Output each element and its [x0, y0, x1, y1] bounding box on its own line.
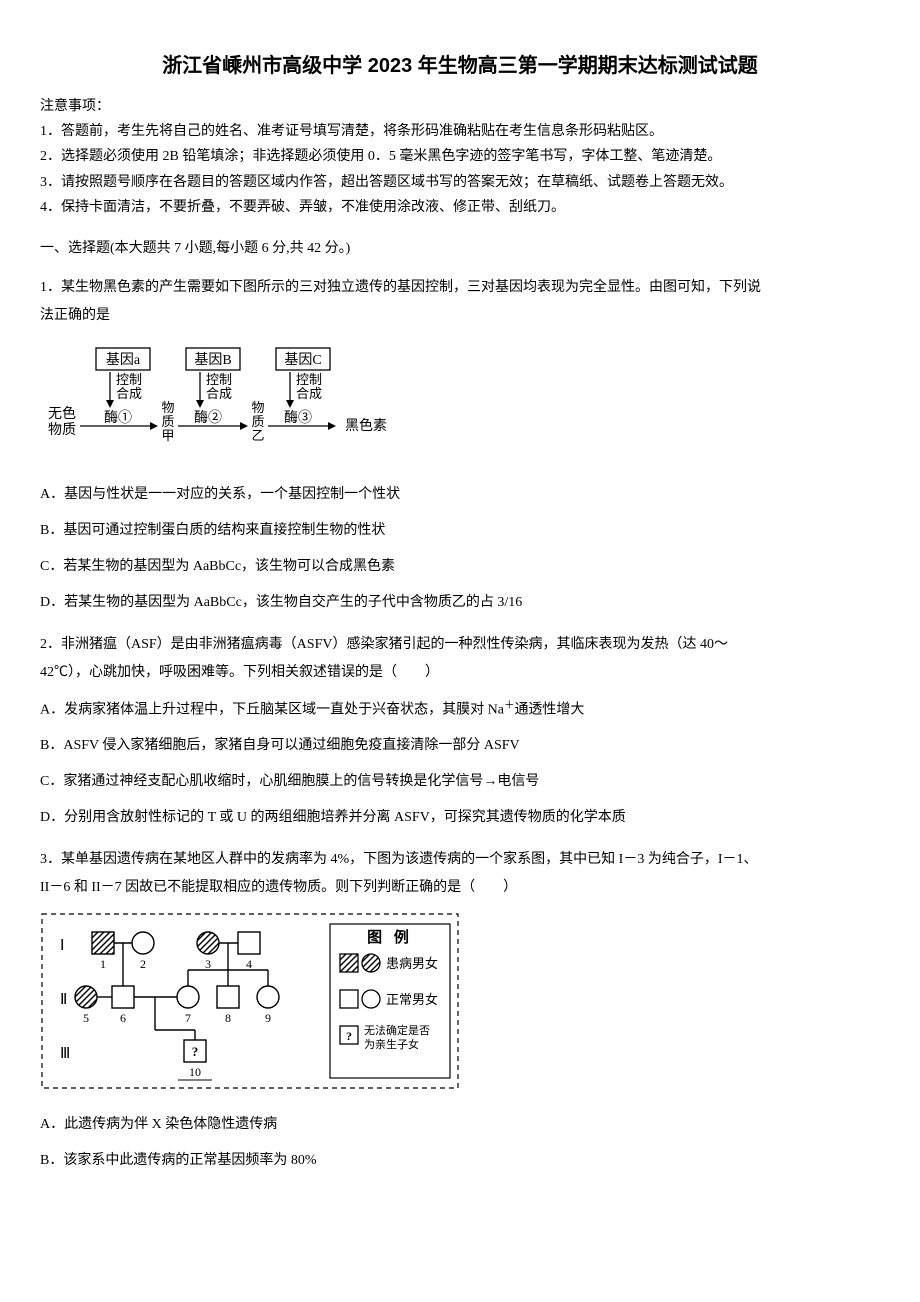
q2-stem-line: 42℃），心跳加快，呼吸困难等。下列相关叙述错误的是（ ）: [40, 665, 439, 680]
gen-label: Ⅲ: [60, 1046, 70, 1062]
ped-label: 2: [140, 957, 146, 971]
enzyme-label: 酶①: [104, 410, 132, 426]
instruction-line: 3．请按照题号顺序在各题目的答题区域内作答，超出答题区域书写的答案无效；在草稿纸…: [40, 170, 880, 195]
mid-label: 物: [161, 400, 174, 415]
ped-label: 9: [265, 1011, 271, 1025]
gene-c-label: 基因C: [284, 351, 321, 368]
q2-a-pre: A．发病家猪体温上升过程中，下丘脑某区域一直处于兴奋状态，其膜对 Na: [40, 702, 504, 717]
q3-stem-line: II－6 和 II－7 因故已不能提取相应的遗传物质。则下列判断正确的是（ ）: [40, 880, 517, 895]
mid-label: 物: [251, 400, 264, 415]
gen-label: Ⅱ: [60, 992, 67, 1008]
q3-pedigree: Ⅰ Ⅱ Ⅲ 1 2 3 4 5 6: [40, 912, 880, 1098]
instruction-line: 4．保持卡面清洁，不要折叠，不要弄破、弄皱，不准使用涂改液、修正带、刮纸刀。: [40, 195, 880, 220]
legend-qmark: ?: [346, 1029, 352, 1043]
ctrl-text: 控制: [116, 372, 142, 387]
ped-label: 10: [189, 1065, 201, 1079]
q3-option-a: A．此遗传病为伴 X 染色体隐性遗传病: [40, 1111, 880, 1139]
instruction-line: 2．选择题必须使用 2B 铅笔填涂；非选择题必须使用 0．5 毫米黑色字迹的签字…: [40, 144, 880, 169]
start-label: 无色: [48, 405, 76, 422]
mid-label: 质: [161, 414, 174, 429]
legend-title: 图 例: [367, 928, 413, 946]
result-label: 黑色素: [345, 417, 387, 434]
instructions-head: 注意事项：: [40, 94, 880, 119]
gene-a-label: 基因a: [106, 351, 141, 368]
q2-option-a: A．发病家猪体温上升过程中，下丘脑某区域一直处于兴奋状态，其膜对 Na＋通透性增…: [40, 695, 880, 725]
instruction-line: 1．答题前，考生先将自己的姓名、准考证号填写清楚，将条形码准确粘贴在考生信息条形…: [40, 119, 880, 144]
section-heading: 一、选择题(本大题共 7 小题,每小题 6 分,共 42 分。): [40, 238, 880, 260]
ctrl-text: 合成: [296, 386, 322, 401]
q2-option-d: D．分别用含放射性标记的 T 或 U 的两组细胞培养并分离 ASFV，可探究其遗…: [40, 804, 880, 832]
q1-stem-line: 1．某生物黑色素的产生需要如下图所示的三对独立遗传的基因控制，三对基因均表现为完…: [40, 280, 761, 295]
q1-stem-line: 法正确的是: [40, 308, 110, 323]
ped-label: 5: [83, 1011, 89, 1025]
mid-label: 质: [251, 414, 264, 429]
q1-option-a: A．基因与性状是一一对应的关系，一个基因控制一个性状: [40, 481, 880, 509]
ped-label: 6: [120, 1011, 126, 1025]
qmark: ?: [192, 1044, 199, 1059]
question-2: 2．非洲猪瘟（ASF）是由非洲猪瘟病毒（ASFV）感染家猪引起的一种烈性传染病，…: [40, 631, 880, 687]
legend-text: 患病男女: [386, 956, 438, 971]
question-3: 3．某单基因遗传病在某地区人群中的发病率为 4%，下图为该遗传病的一个家系图，其…: [40, 846, 880, 902]
ctrl-text: 控制: [296, 372, 322, 387]
ped-label: 4: [246, 957, 252, 971]
gen-label: Ⅰ: [60, 938, 64, 954]
ped-label: 3: [205, 957, 211, 971]
q2-option-c: C．家猪通过神经支配心肌收缩时，心肌细胞膜上的信号转换是化学信号→电信号: [40, 768, 880, 796]
enzyme-label: 酶③: [284, 410, 312, 426]
q3-option-b: B．该家系中此遗传病的正常基因频率为 80%: [40, 1147, 880, 1175]
start-label: 物质: [48, 422, 76, 438]
ped-label: 7: [185, 1011, 191, 1025]
enzyme-label: 酶②: [194, 410, 222, 426]
q2-a-post: 通透性增大: [514, 702, 584, 717]
question-1: 1．某生物黑色素的产生需要如下图所示的三对独立遗传的基因控制，三对基因均表现为完…: [40, 274, 880, 330]
q2-option-b: B．ASFV 侵入家猪细胞后，家猪自身可以通过细胞免疫直接清除一部分 ASFV: [40, 732, 880, 760]
legend-text: 为亲生子女: [364, 1037, 419, 1051]
ctrl-text: 控制: [206, 372, 232, 387]
ped-label: 1: [100, 957, 106, 971]
legend-text: 正常男女: [386, 992, 438, 1007]
q1-option-b: B．基因可通过控制蛋白质的结构来直接控制生物的性状: [40, 517, 880, 545]
q1-option-d: D．若某生物的基因型为 AaBbCc，该生物自交产生的子代中含物质乙的占 3/1…: [40, 589, 880, 617]
q1-diagram: 基因a 基因B 基因C 控制 合成 控制 合成 控制 合成 酶① 酶② 酶③ 无…: [40, 342, 880, 470]
legend-text: 无法确定是否: [364, 1023, 430, 1037]
mid-label: 乙: [251, 428, 264, 443]
ped-label: 8: [225, 1011, 231, 1025]
mid-label: 甲: [161, 428, 174, 443]
q2-a-sup: ＋: [504, 700, 515, 711]
q2-stem-line: 2．非洲猪瘟（ASF）是由非洲猪瘟病毒（ASFV）感染家猪引起的一种烈性传染病，…: [40, 637, 728, 652]
q1-option-c: C．若某生物的基因型为 AaBbCc，该生物可以合成黑色素: [40, 553, 880, 581]
instructions-block: 注意事项： 1．答题前，考生先将自己的姓名、准考证号填写清楚，将条形码准确粘贴在…: [40, 94, 880, 220]
ctrl-text: 合成: [206, 386, 232, 401]
page-title: 浙江省嵊州市高级中学 2023 年生物高三第一学期期末达标测试试题: [40, 50, 880, 82]
gene-b-label: 基因B: [194, 351, 231, 368]
q3-stem-line: 3．某单基因遗传病在某地区人群中的发病率为 4%，下图为该遗传病的一个家系图，其…: [40, 852, 757, 867]
ctrl-text: 合成: [116, 386, 142, 401]
